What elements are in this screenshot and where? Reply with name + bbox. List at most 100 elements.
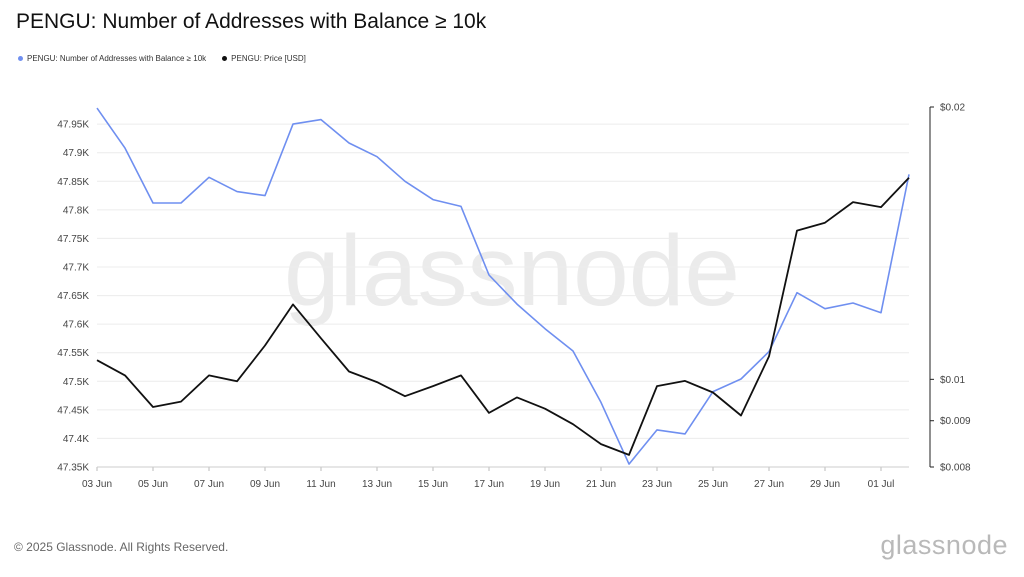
- data-point[interactable]: [487, 273, 492, 278]
- data-point[interactable]: [95, 106, 100, 111]
- series-line-addresses: [96, 107, 910, 465]
- data-point[interactable]: [459, 373, 464, 378]
- y-right-tick-label: $0.01: [940, 375, 965, 386]
- data-point[interactable]: [431, 197, 436, 202]
- data-point[interactable]: [207, 175, 212, 180]
- data-point[interactable]: [319, 117, 324, 122]
- data-point[interactable]: [515, 395, 520, 400]
- x-tick-label: 29 Jun: [810, 479, 840, 490]
- data-point[interactable]: [403, 179, 408, 184]
- y-left-tick-label: 47.65K: [57, 291, 89, 302]
- y-right-tick-label: $0.02: [940, 103, 965, 114]
- data-point[interactable]: [431, 384, 436, 389]
- data-point[interactable]: [263, 343, 268, 348]
- data-point[interactable]: [347, 141, 352, 146]
- data-point[interactable]: [627, 462, 632, 467]
- data-point[interactable]: [151, 404, 156, 409]
- x-tick-label: 25 Jun: [698, 479, 728, 490]
- series-line-price: [96, 177, 910, 456]
- data-point[interactable]: [571, 349, 576, 354]
- y-left-tick-label: 47.35K: [57, 463, 89, 474]
- data-point[interactable]: [347, 369, 352, 374]
- y-left-tick-label: 47.9K: [63, 148, 89, 159]
- data-point[interactable]: [879, 310, 884, 315]
- data-point[interactable]: [543, 406, 548, 411]
- copyright-text: © 2025 Glassnode. All Rights Reserved.: [14, 540, 229, 554]
- y-left-tick-label: 47.75K: [57, 234, 89, 245]
- x-tick-label: 07 Jun: [194, 479, 224, 490]
- data-point[interactable]: [291, 122, 296, 127]
- data-point[interactable]: [263, 193, 268, 198]
- legend-dot-price: [222, 56, 228, 61]
- x-tick-label: 19 Jun: [530, 479, 560, 490]
- grid-lines: [97, 123, 909, 468]
- data-point[interactable]: [543, 326, 548, 331]
- data-point[interactable]: [683, 431, 688, 436]
- data-point[interactable]: [655, 384, 660, 389]
- watermark: glassnode: [284, 215, 740, 327]
- axes: 47.35K 47.4K 47.45K 47.5K 47.55K 47.6K 47.65K 4…: [57, 103, 971, 491]
- data-point[interactable]: [179, 399, 184, 404]
- chart-title: PENGU: Number of Addresses with Balance …: [16, 10, 487, 33]
- y-left-tick-label: 47.8K: [63, 205, 89, 216]
- data-point[interactable]: [823, 306, 828, 311]
- y-left-tick-label: 47.45K: [57, 405, 89, 416]
- data-point[interactable]: [459, 204, 464, 209]
- data-point[interactable]: [907, 175, 912, 180]
- data-point[interactable]: [235, 189, 240, 194]
- data-point[interactable]: [515, 302, 520, 307]
- x-tick-label: 21 Jun: [586, 479, 616, 490]
- data-point[interactable]: [851, 200, 856, 205]
- y-left-tick-label: 47.85K: [57, 177, 89, 188]
- data-point[interactable]: [179, 201, 184, 206]
- legend-item-price[interactable]: PENGU: Price [USD]: [222, 54, 306, 63]
- legend-dot-addresses: [18, 56, 23, 61]
- legend-label-price: PENGU: Price [USD]: [231, 54, 306, 63]
- data-point[interactable]: [487, 410, 492, 415]
- data-point[interactable]: [879, 205, 884, 210]
- data-point[interactable]: [319, 336, 324, 341]
- x-tick-label: 11 Jun: [306, 479, 335, 490]
- x-tick-label: 05 Jun: [138, 479, 168, 490]
- data-point[interactable]: [599, 442, 604, 447]
- data-point[interactable]: [599, 400, 604, 405]
- data-point[interactable]: [403, 394, 408, 399]
- data-point[interactable]: [683, 378, 688, 383]
- data-point[interactable]: [123, 373, 128, 378]
- data-point[interactable]: [795, 228, 800, 233]
- series-lines: [95, 106, 912, 467]
- y-left-tick-label: 47.6K: [63, 320, 89, 331]
- x-tick-label: 15 Jun: [418, 479, 448, 490]
- data-point[interactable]: [795, 290, 800, 295]
- data-point[interactable]: [571, 422, 576, 427]
- data-point[interactable]: [739, 413, 744, 418]
- data-point[interactable]: [375, 380, 380, 385]
- y-left-tick-label: 47.95K: [57, 120, 89, 131]
- legend-item-addresses[interactable]: PENGU: Number of Addresses with Balance …: [18, 54, 206, 63]
- data-point[interactable]: [627, 452, 632, 457]
- data-point[interactable]: [95, 358, 100, 363]
- data-point[interactable]: [739, 377, 744, 382]
- data-point[interactable]: [123, 146, 128, 151]
- glassnode-logo: glassnode: [880, 530, 1008, 560]
- data-point[interactable]: [823, 220, 828, 225]
- y-left-tick-label: 47.7K: [63, 263, 89, 274]
- data-point[interactable]: [151, 201, 156, 206]
- data-point[interactable]: [235, 379, 240, 384]
- x-tick-label: 03 Jun: [82, 479, 112, 490]
- chart-legend: PENGU: Number of Addresses with Balance …: [18, 54, 322, 63]
- data-point[interactable]: [711, 390, 716, 395]
- data-point[interactable]: [851, 301, 856, 306]
- data-point[interactable]: [655, 427, 660, 432]
- data-point[interactable]: [207, 373, 212, 378]
- x-tick-label: 27 Jun: [754, 479, 784, 490]
- x-tick-label: 17 Jun: [474, 479, 504, 490]
- y-right-tick-label: $0.008: [940, 463, 971, 474]
- y-left-tick-label: 47.4K: [63, 434, 89, 445]
- data-point[interactable]: [375, 154, 380, 159]
- data-point[interactable]: [291, 302, 296, 307]
- y-right-tick-label: $0.009: [940, 416, 971, 427]
- data-point[interactable]: [767, 354, 772, 359]
- y-left-tick-label: 47.55K: [57, 348, 89, 359]
